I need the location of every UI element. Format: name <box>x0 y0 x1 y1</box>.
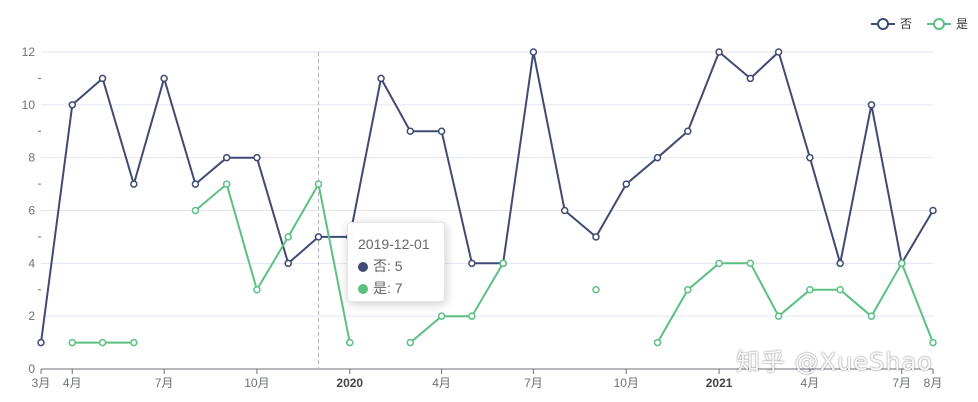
data-point-no <box>377 74 385 83</box>
data-point-yes <box>499 259 507 268</box>
data-point-no <box>622 180 630 188</box>
x-tick-label: 7月 <box>892 376 911 390</box>
x-tick-label: 8月 <box>924 376 943 390</box>
series-line-no <box>40 51 934 343</box>
data-point-no <box>130 180 138 188</box>
data-point-yes <box>897 259 906 268</box>
data-point-no <box>468 259 476 268</box>
data-point-yes <box>253 286 261 294</box>
x-tick-label: 4月 <box>432 376 451 390</box>
data-point-yes <box>191 206 200 215</box>
data-point-no <box>746 74 755 83</box>
data-point-no <box>929 206 937 215</box>
data-point-yes <box>653 338 662 347</box>
x-tick-label: 4月 <box>801 376 820 390</box>
data-point-no <box>314 233 323 241</box>
series-yes-dot-icon <box>358 284 368 294</box>
data-point-yes <box>314 180 323 188</box>
data-point-yes <box>98 338 107 347</box>
data-point-yes <box>774 312 783 320</box>
legend-label: 是 <box>956 17 968 31</box>
data-point-no <box>37 338 45 347</box>
y-tick-label: 2 <box>28 309 35 323</box>
data-point-yes <box>592 286 600 294</box>
x-tick-label: 10月 <box>244 376 269 390</box>
legend-marker-icon <box>933 18 945 30</box>
data-point-no <box>284 259 292 268</box>
data-point-no <box>253 153 261 162</box>
y-tick-label: 10 <box>22 98 36 112</box>
data-point-yes <box>806 286 814 294</box>
data-point-no <box>592 233 600 241</box>
data-point-yes <box>68 338 77 347</box>
x-tick-label: 3月 <box>32 376 51 390</box>
tooltip-row-yes: 是: 7 <box>358 277 434 299</box>
data-point-no <box>774 48 783 56</box>
data-point-no <box>98 74 107 83</box>
tooltip-row-no: 否: 5 <box>358 255 434 277</box>
data-point-no <box>867 101 876 109</box>
data-point-yes <box>284 233 292 241</box>
data-point-yes <box>222 180 231 188</box>
data-point-yes <box>684 286 692 294</box>
data-point-yes <box>715 259 723 268</box>
tooltip-series-value: 5 <box>394 258 403 274</box>
data-point-yes <box>867 312 876 320</box>
x-tick-label: 2020 <box>336 376 363 390</box>
y-tick-label: 12 <box>22 45 36 59</box>
y-tick-label: 0 <box>28 362 35 376</box>
data-point-no <box>160 74 168 83</box>
data-point-no <box>529 48 538 56</box>
data-point-yes <box>929 338 937 347</box>
data-point-no <box>222 153 231 162</box>
data-point-yes <box>437 312 446 320</box>
tooltip: 2019-12-01 否: 5 是: 7 <box>347 222 445 302</box>
series-no-dot-icon <box>358 262 368 272</box>
x-tick-label: 10月 <box>614 376 639 390</box>
data-point-yes <box>406 338 415 347</box>
x-tick-label: 7月 <box>524 376 543 390</box>
data-point-no <box>715 48 723 56</box>
tooltip-series-name: 否 <box>373 258 387 274</box>
watermark: 知乎 @XueShao <box>736 348 933 376</box>
data-point-yes <box>130 338 138 347</box>
data-point-yes <box>468 312 476 320</box>
legend-marker-icon <box>877 18 889 30</box>
x-tick-label: 7月 <box>155 376 174 390</box>
tooltip-series-value: 7 <box>394 280 403 296</box>
data-point-no <box>806 153 814 162</box>
x-tick-label: 2021 <box>706 376 733 390</box>
legend-label: 否 <box>900 17 912 31</box>
data-point-no <box>191 180 200 188</box>
y-tick-label: 4 <box>28 256 35 270</box>
tooltip-title: 2019-12-01 <box>358 236 430 252</box>
data-point-no <box>560 206 569 215</box>
data-point-yes <box>746 259 755 268</box>
data-point-yes <box>836 286 844 294</box>
data-point-no <box>68 101 77 109</box>
legend-item-yes[interactable]: 是 <box>927 17 968 31</box>
data-point-no <box>684 127 692 135</box>
legend-item-no[interactable]: 否 <box>871 17 912 31</box>
data-point-no <box>653 153 662 162</box>
y-tick-label: 8 <box>28 151 35 165</box>
y-tick-label: 6 <box>28 204 35 218</box>
data-point-no <box>406 127 415 135</box>
tooltip-series-name: 是 <box>373 280 387 296</box>
x-tick-label: 4月 <box>63 376 82 390</box>
data-point-no <box>437 127 446 135</box>
data-point-no <box>836 259 844 268</box>
data-point-yes <box>346 338 354 347</box>
